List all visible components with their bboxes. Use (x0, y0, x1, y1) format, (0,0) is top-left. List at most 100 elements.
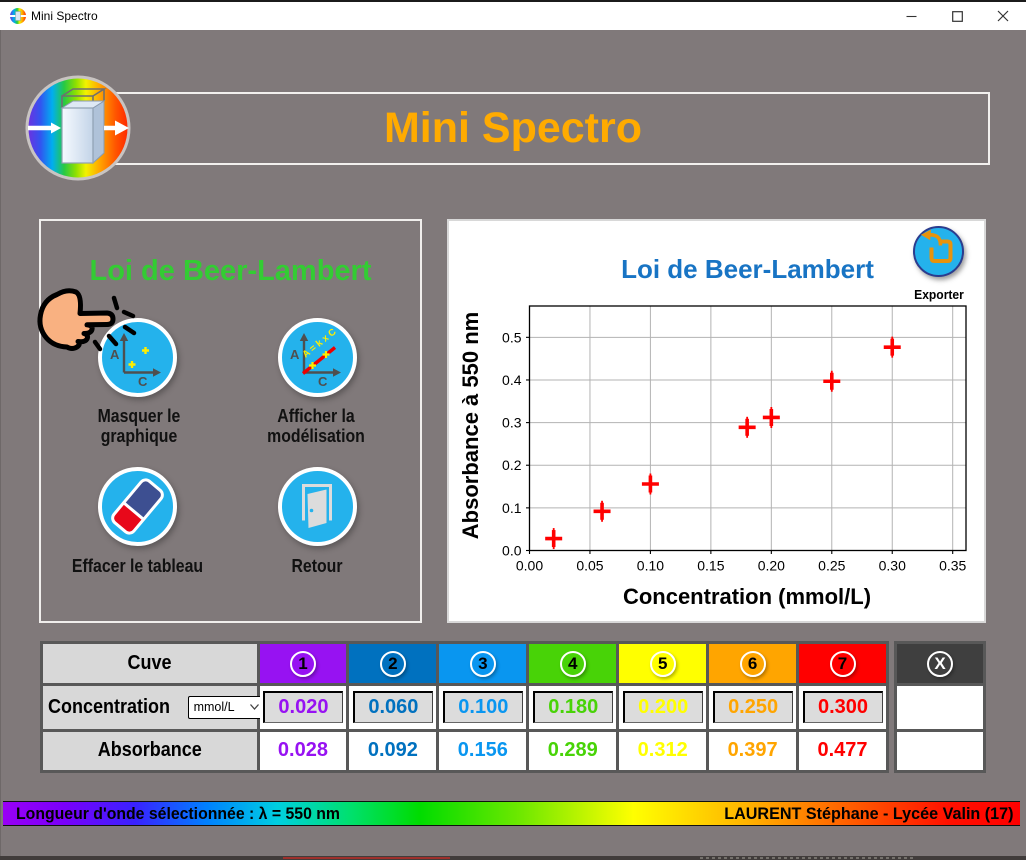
chevron-down-icon (249, 704, 259, 711)
eraser-icon (111, 478, 164, 535)
background-window-strip (0, 856, 1026, 860)
absorbance-cell-2: 0.092 (349, 731, 437, 770)
svg-text:A = k x C: A = k x C (300, 326, 338, 360)
show-model-label: Afficher la modélisation (267, 406, 365, 446)
concentration-cell-3: 0.100 (439, 686, 527, 729)
cuve-cell-5[interactable]: 5 (619, 644, 707, 683)
background-window-artifact (700, 857, 915, 859)
minimize-button[interactable] (888, 2, 934, 30)
cuve-number-badge: 1 (289, 650, 316, 677)
hide-graph-button[interactable]: A C (98, 318, 177, 397)
maximize-button[interactable] (934, 2, 980, 30)
cuve-cell-6[interactable]: 6 (709, 644, 797, 683)
svg-text:0.30: 0.30 (879, 558, 906, 574)
concentration-cell-4: 0.180 (529, 686, 617, 729)
window-title: Mini Spectro (31, 9, 98, 23)
app-logo-cuvette (25, 75, 131, 181)
export-label: Exporter (914, 287, 964, 302)
cuve-header-label: Cuve (127, 652, 172, 674)
graph-axes-icon: A C (110, 333, 161, 389)
svg-text:0.15: 0.15 (697, 558, 724, 574)
svg-text:0.00: 0.00 (516, 558, 543, 574)
svg-text:0.35: 0.35 (939, 558, 966, 574)
window-left-edge (0, 30, 1, 856)
svg-text:0.20: 0.20 (758, 558, 785, 574)
export-button[interactable] (913, 226, 964, 277)
maximize-icon (951, 10, 963, 22)
beer-lambert-panel: Loi de Beer-Lambert (39, 219, 422, 623)
chart-panel: 0.00 0.05 0.10 0.15 0.20 0.25 0.30 0.35 0.0 0.1 0.… (447, 219, 986, 623)
minimize-icon (906, 15, 916, 17)
svg-text:0.3: 0.3 (502, 415, 522, 431)
svg-text:0.05: 0.05 (576, 558, 603, 574)
close-icon (997, 10, 1009, 22)
app-title: Mini Spectro (383, 104, 643, 152)
concentration-input-2[interactable]: 0.060 (352, 691, 433, 724)
chart-xlabel: Concentration (mmol/L) (623, 584, 871, 609)
concentration-header-label: Concentration (48, 695, 171, 718)
unit-dropdown[interactable]: mmol/L (187, 695, 265, 719)
clear-column-table: X (894, 641, 986, 773)
concentration-input-3[interactable]: 0.100 (442, 691, 523, 724)
row-header-absorbance: Absorbance (43, 731, 257, 770)
close-button[interactable] (980, 2, 1026, 30)
svg-text:0.4: 0.4 (502, 372, 522, 388)
concentration-input-1[interactable]: 0.020 (262, 691, 343, 724)
absorbance-cell-5: 0.312 (619, 731, 707, 770)
clear-all-cell[interactable]: X (897, 644, 983, 683)
cuve-cell-7[interactable]: 7 (799, 644, 886, 683)
cuve-cell-4[interactable]: 4 (529, 644, 617, 683)
wavelength-label: Longueur d'onde sélectionnée : λ = 550 n… (16, 803, 340, 823)
svg-text:0.2: 0.2 (502, 457, 522, 473)
cuve-cell-2[interactable]: 2 (349, 644, 437, 683)
concentration-cell-1: 0.020 (259, 686, 347, 729)
concentration-cell-5: 0.200 (619, 686, 707, 729)
panel-title: Loi de Beer-Lambert (89, 255, 372, 287)
back-label: Retour (290, 556, 343, 576)
show-model-button[interactable]: A C A = k x C (277, 318, 357, 397)
cuve-number-badge: 5 (649, 650, 676, 677)
graph-model-icon: A C A = k x C (290, 326, 341, 389)
clear-all-badge: X (927, 650, 953, 677)
wavelength-statusbar: Longueur d'onde sélectionnée : λ = 550 n… (3, 801, 1020, 826)
concentration-input-7[interactable]: 0.300 (802, 691, 883, 724)
titlebar: Mini Spectro (0, 2, 1026, 30)
beer-lambert-chart: 0.00 0.05 0.10 0.15 0.20 0.25 0.30 0.35 0.0 0.1 0.… (458, 254, 967, 609)
svg-text:A: A (290, 347, 300, 362)
hide-graph-label: Masquer le graphique (97, 406, 180, 446)
door-icon (301, 484, 332, 528)
concentration-cell-2: 0.060 (349, 686, 437, 729)
concentration-cell-6: 0.250 (709, 686, 797, 729)
absorbance-cell-6: 0.397 (709, 731, 797, 770)
absorbance-cell-4: 0.289 (529, 731, 617, 770)
back-button[interactable] (277, 467, 357, 546)
row-header-cuve: Cuve (43, 644, 257, 683)
svg-text:0.25: 0.25 (818, 558, 845, 574)
svg-text:C: C (138, 374, 148, 389)
screen-top-edge (0, 0, 1026, 2)
absorbance-cell-1: 0.028 (259, 731, 347, 770)
cuve-number-badge: 4 (559, 650, 586, 677)
author-label: LAURENT Stéphane - Lycée Valin (17) (723, 803, 1013, 823)
background-window-artifact (283, 857, 450, 859)
cuve-number-badge: 3 (469, 650, 496, 677)
app-client-area: Mini Spectro Loi de Beer-Lambert A C (0, 30, 1026, 856)
cuve-number-badge: 7 (829, 650, 856, 677)
concentration-input-5[interactable]: 0.200 (622, 691, 703, 724)
absorbance-header-label: Absorbance (97, 739, 202, 762)
unit-value: mmol/L (193, 700, 235, 715)
cuve-cell-3[interactable]: 3 (439, 644, 527, 683)
svg-text:C: C (318, 374, 328, 389)
clear-table-label: Effacer le tableau (71, 556, 203, 576)
svg-text:0.10: 0.10 (637, 558, 664, 574)
cuve-number-badge: 2 (379, 650, 406, 677)
svg-text:0.0: 0.0 (502, 543, 522, 559)
cuve-cell-1[interactable]: 1 (259, 644, 347, 683)
clear-table-button[interactable] (98, 467, 177, 546)
concentration-cell-7: 0.300 (799, 686, 886, 729)
concentration-input-6[interactable]: 0.250 (712, 691, 793, 724)
chart-ylabel: Absorbance à 550 nm (458, 312, 483, 539)
concentration-input-4[interactable]: 0.180 (532, 691, 613, 724)
svg-text:0.5: 0.5 (502, 329, 522, 345)
cuve-number-badge: 6 (739, 650, 766, 677)
